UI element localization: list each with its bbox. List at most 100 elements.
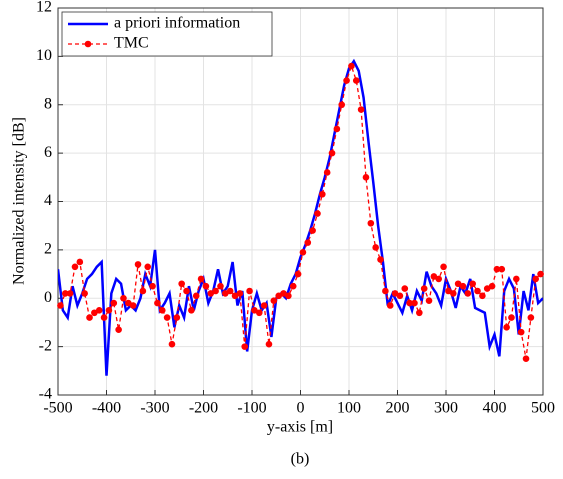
y-tick-label: -4 bbox=[39, 386, 52, 403]
point bbox=[66, 290, 74, 297]
point bbox=[61, 290, 69, 297]
caption: (b) bbox=[291, 451, 310, 468]
point bbox=[314, 210, 321, 217]
point bbox=[192, 292, 200, 300]
plot-frame bbox=[57, 7, 544, 396]
x-tick-label: -200 bbox=[189, 400, 218, 417]
x-axis-label: y-axis [m] bbox=[267, 419, 333, 436]
point bbox=[522, 355, 530, 363]
point bbox=[386, 302, 394, 309]
point bbox=[95, 307, 103, 314]
point bbox=[323, 169, 331, 176]
point bbox=[372, 244, 379, 251]
point bbox=[154, 299, 161, 307]
y-tick-label: 8 bbox=[44, 95, 52, 112]
point bbox=[255, 309, 263, 317]
point bbox=[241, 343, 249, 350]
x-tick-label: -400 bbox=[92, 400, 121, 417]
x-tick-label: -300 bbox=[140, 400, 169, 417]
point bbox=[294, 270, 302, 278]
x-tick-label: 0 bbox=[297, 400, 305, 417]
point bbox=[401, 285, 409, 292]
point bbox=[246, 287, 253, 295]
point bbox=[149, 282, 156, 290]
point bbox=[352, 77, 360, 84]
point bbox=[260, 302, 268, 309]
point bbox=[265, 340, 273, 348]
x-tick-label: -100 bbox=[237, 400, 266, 417]
point bbox=[333, 125, 341, 133]
point bbox=[226, 287, 234, 295]
point bbox=[498, 265, 506, 273]
point bbox=[212, 287, 219, 295]
legend-marker bbox=[84, 40, 92, 48]
point bbox=[348, 62, 355, 70]
point bbox=[343, 77, 350, 84]
point bbox=[236, 290, 244, 297]
point bbox=[57, 302, 64, 309]
point bbox=[188, 307, 195, 314]
point bbox=[488, 282, 496, 290]
point bbox=[115, 326, 122, 333]
point bbox=[289, 282, 297, 290]
y-axis-label: Normalized intensity [dB] bbox=[11, 117, 28, 285]
point bbox=[139, 287, 147, 295]
point bbox=[134, 261, 142, 268]
point bbox=[338, 101, 346, 109]
x-tick-label: 300 bbox=[434, 400, 458, 417]
point bbox=[304, 239, 312, 246]
point bbox=[440, 263, 447, 271]
point bbox=[120, 294, 127, 302]
y-tick-label: 2 bbox=[44, 241, 52, 258]
y-tick-label: -2 bbox=[39, 337, 52, 354]
point bbox=[517, 328, 525, 336]
point bbox=[474, 287, 481, 295]
series-line bbox=[59, 63, 542, 359]
y-tick-label: 0 bbox=[44, 289, 52, 306]
point bbox=[435, 275, 443, 283]
point bbox=[420, 285, 428, 292]
point bbox=[202, 282, 210, 290]
point bbox=[367, 219, 375, 227]
x-tick-label: 400 bbox=[483, 400, 507, 417]
point bbox=[105, 307, 113, 314]
point bbox=[183, 287, 190, 295]
point bbox=[158, 307, 166, 314]
point bbox=[537, 270, 544, 278]
x-tick-label: 500 bbox=[531, 400, 555, 417]
point bbox=[100, 314, 108, 321]
point bbox=[81, 290, 88, 297]
y-tick-label: 4 bbox=[44, 192, 52, 209]
point bbox=[71, 263, 79, 271]
point bbox=[479, 292, 486, 300]
point bbox=[319, 190, 326, 198]
point bbox=[469, 280, 476, 288]
point bbox=[406, 299, 413, 307]
point bbox=[382, 287, 389, 295]
point bbox=[76, 258, 84, 266]
y-tick-label: 10 bbox=[36, 47, 52, 64]
point bbox=[503, 323, 510, 331]
point bbox=[144, 263, 152, 271]
point bbox=[173, 314, 181, 321]
point bbox=[493, 265, 501, 273]
point bbox=[299, 248, 307, 256]
y-tick-label: 6 bbox=[44, 144, 52, 161]
point bbox=[411, 299, 418, 307]
point bbox=[396, 292, 404, 300]
point bbox=[377, 256, 384, 263]
point bbox=[449, 290, 457, 297]
point bbox=[86, 314, 93, 321]
point bbox=[163, 314, 171, 321]
point bbox=[459, 282, 467, 290]
point bbox=[416, 309, 423, 317]
x-tick-label: -500 bbox=[43, 400, 72, 417]
point bbox=[270, 297, 278, 304]
legend-label: TMC bbox=[114, 35, 149, 52]
point bbox=[532, 275, 540, 283]
point bbox=[309, 227, 316, 234]
x-tick-label: 100 bbox=[337, 400, 361, 417]
point bbox=[357, 106, 365, 113]
point bbox=[508, 314, 515, 321]
